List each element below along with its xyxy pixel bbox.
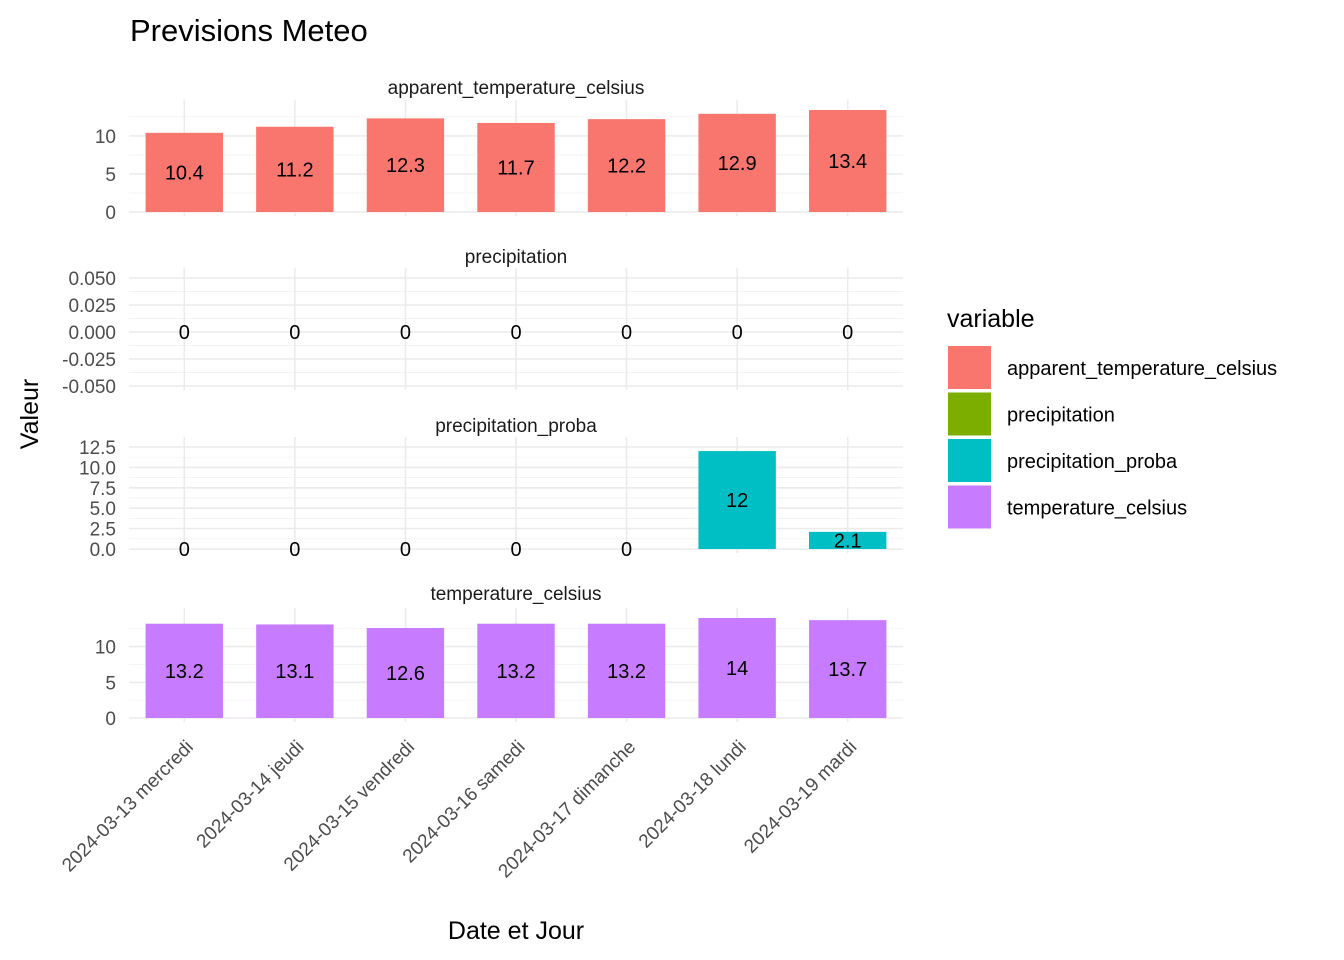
- legend-label: precipitation_proba: [1007, 451, 1178, 473]
- bar-value-label: 0: [510, 539, 521, 561]
- legend-swatch: [948, 346, 991, 389]
- bar-value-label: 0: [400, 539, 411, 561]
- bar-value-label: 13.2: [497, 661, 536, 683]
- bar: [587, 623, 666, 718]
- legend-title: variable: [947, 305, 1035, 333]
- facet-panel-precipitation: -0.050 -0.025 0.000 0.025 0.050 precipitation…: [62, 247, 903, 398]
- y-tick-label: 10: [95, 127, 116, 148]
- legend-swatch: [948, 392, 991, 436]
- bar-value-label: 0: [510, 322, 521, 344]
- bar-value-label: 0: [732, 322, 743, 344]
- facet-panel-apparent_temperature_celsius: 0 5 10 apparent_temperature_celsius 10.4 11.2…: [95, 78, 903, 224]
- bar: [145, 132, 223, 212]
- bar: [256, 624, 334, 718]
- bar-value-label: 13.2: [607, 661, 646, 683]
- y-tick-label: 2.5: [90, 520, 116, 541]
- bar: [477, 623, 555, 718]
- y-tick-label: -0.025: [62, 350, 116, 371]
- bar: [145, 623, 223, 718]
- facet-strip-label: temperature_celsius: [430, 584, 601, 605]
- bar-value-label: 0: [621, 322, 632, 344]
- bar: [587, 119, 666, 212]
- legend-label: temperature_celsius: [1007, 498, 1187, 520]
- facet-strip-label: apparent_temperature_celsius: [388, 78, 645, 99]
- bar: [809, 620, 887, 718]
- legend-item-temperature_celsius: temperature_celsius: [948, 485, 1187, 529]
- bar: [477, 122, 555, 212]
- x-tick-label: 2024-03-19 mardi: [740, 737, 861, 858]
- bar-value-label: 13.2: [165, 661, 204, 683]
- legend-label: precipitation: [1007, 405, 1115, 427]
- chart-title: Previsions Meteo: [130, 13, 368, 48]
- y-tick-label: 0.0: [90, 540, 116, 561]
- bar-value-label: 13.4: [828, 151, 867, 173]
- x-tick-label: 2024-03-18 lundi: [635, 737, 751, 853]
- bar: [256, 126, 334, 212]
- legend-swatch: [948, 485, 991, 529]
- legend-item-apparent_temperature_celsius: apparent_temperature_celsius: [948, 346, 1277, 389]
- bar: [809, 110, 887, 212]
- y-axis-title: Valeur: [16, 379, 44, 449]
- bar-value-label: 12.2: [607, 156, 646, 178]
- bar-value-label: 0: [289, 539, 300, 561]
- y-tick-label: 5: [105, 165, 116, 186]
- legend-item-precipitation_proba: precipitation_proba: [948, 439, 1178, 482]
- facet-panel-temperature_celsius: 0 5 10 temperature_celsius 13.2 13.1 12.6 13.2 1…: [95, 584, 903, 730]
- x-axis-title: Date et Jour: [448, 917, 584, 945]
- y-tick-label: 10.0: [79, 458, 116, 479]
- bar: [809, 531, 887, 549]
- bar-value-label: 11.7: [497, 157, 534, 179]
- x-tick-label: 2024-03-14 jeudi: [193, 737, 309, 853]
- bar: [366, 628, 445, 718]
- bar-value-label: 0: [179, 322, 190, 344]
- legend-items: apparent_temperature_celsius precipitatio…: [948, 346, 1277, 529]
- bar-value-label: 0: [289, 322, 300, 344]
- facet-panel-precipitation_proba: 0.02.55.07.510.012.5 precipitation_proba 0…: [79, 416, 903, 561]
- y-tick-label: 10: [95, 638, 116, 659]
- chart-panels: 0 5 10 apparent_temperature_celsius 10.4 11.2…: [62, 78, 903, 730]
- bar: [698, 113, 776, 212]
- bar: [698, 451, 776, 549]
- y-tick-label: 0.050: [68, 269, 116, 290]
- bar-value-label: 11.2: [276, 159, 313, 181]
- y-tick-label: 0.000: [68, 323, 116, 344]
- x-tick-label: 2024-03-16 samedi: [399, 737, 530, 868]
- bar-value-label: 13.7: [828, 659, 867, 681]
- bar-value-label: 10.4: [165, 162, 204, 184]
- y-tick-label: 5.0: [90, 499, 116, 520]
- y-tick-label: 0: [105, 709, 116, 730]
- bar: [366, 118, 445, 212]
- bar-value-label: 2.1: [834, 530, 862, 552]
- legend-item-precipitation: precipitation: [948, 392, 1115, 436]
- legend: variable apparent_temperature_celsiuspre…: [947, 305, 1277, 529]
- bar-value-label: 12.3: [386, 155, 425, 177]
- y-tick-label: 12.5: [79, 438, 116, 459]
- bar-value-label: 0: [842, 322, 853, 344]
- bar-value-label: 0: [179, 539, 190, 561]
- x-tick-label: 2024-03-13 mercredi: [58, 737, 198, 877]
- bar: [698, 618, 776, 718]
- y-tick-label: 0: [105, 203, 116, 224]
- bar-value-label: 0: [400, 322, 411, 344]
- legend-label: apparent_temperature_celsius: [1007, 358, 1277, 380]
- y-tick-label: 5: [105, 673, 116, 694]
- y-tick-label: -0.050: [62, 377, 116, 398]
- facet-strip-label: precipitation_proba: [435, 416, 597, 437]
- bar-value-label: 13.1: [275, 661, 314, 683]
- bar-value-label: 0: [621, 539, 632, 561]
- legend-swatch: [948, 439, 991, 482]
- y-tick-label: 7.5: [90, 479, 116, 500]
- facet-strip-label: precipitation: [465, 247, 567, 268]
- bar-value-label: 12.6: [386, 663, 425, 685]
- bar-value-label: 14: [726, 658, 748, 680]
- bar-value-label: 12: [726, 490, 748, 512]
- bar-value-label: 12.9: [718, 153, 757, 175]
- y-tick-label: 0.025: [68, 296, 116, 317]
